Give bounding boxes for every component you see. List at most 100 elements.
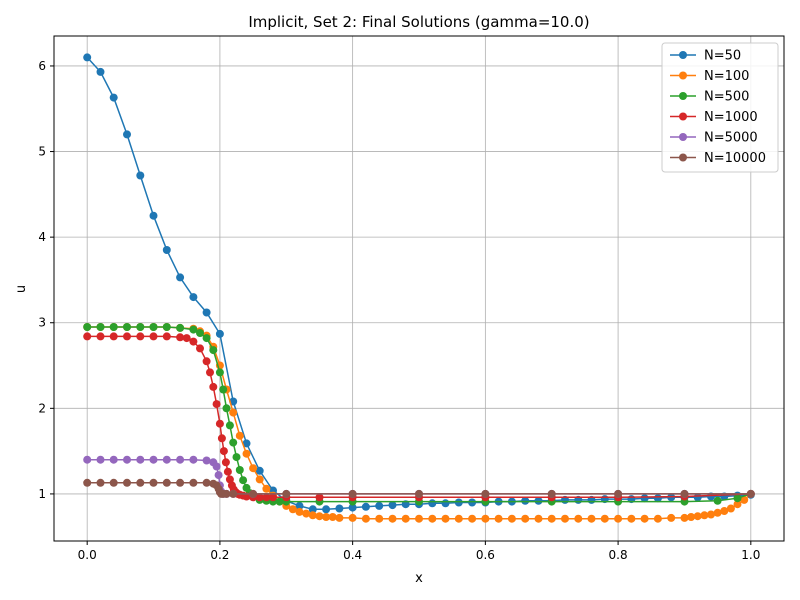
data-point — [219, 385, 228, 394]
y-axis: 1 2 3 4 5 6 — [38, 59, 54, 501]
data-point — [196, 344, 204, 353]
data-point — [229, 489, 238, 498]
data-point — [123, 332, 131, 341]
data-point — [109, 323, 118, 331]
data-point — [262, 484, 271, 493]
series-n-10000 — [83, 478, 755, 498]
data-point — [454, 498, 463, 507]
data-point — [149, 323, 158, 331]
data-point — [162, 246, 171, 254]
data-point — [295, 501, 304, 510]
data-point — [680, 489, 689, 498]
data-point — [640, 514, 649, 523]
data-point — [217, 434, 226, 443]
data-point — [239, 476, 248, 485]
data-point — [189, 325, 198, 334]
data-point — [182, 334, 191, 343]
data-point — [215, 368, 224, 377]
data-point — [587, 514, 596, 523]
data-point — [176, 273, 185, 282]
x-axis-label: x — [415, 571, 423, 586]
data-point — [282, 489, 291, 498]
data-point — [547, 514, 556, 523]
data-point — [269, 493, 277, 502]
data-point — [215, 419, 224, 428]
data-point — [388, 514, 397, 523]
data-point — [96, 478, 105, 487]
data-point — [162, 323, 171, 331]
data-point — [733, 494, 742, 503]
data-point — [401, 514, 410, 523]
data-point — [232, 453, 241, 462]
data-point — [149, 211, 158, 220]
x-tick-label: 0.2 — [210, 548, 229, 562]
data-point — [441, 499, 450, 508]
y-tick-label: 4 — [38, 230, 46, 244]
x-tick-label: 1.0 — [741, 548, 760, 562]
data-point — [136, 323, 145, 331]
x-tick-label: 0.8 — [609, 548, 628, 562]
data-point — [640, 494, 649, 503]
data-point — [136, 332, 145, 341]
legend-entry: N=100 — [670, 69, 749, 84]
data-point — [547, 489, 556, 498]
data-point — [149, 478, 158, 487]
data-point — [123, 478, 131, 487]
legend-label: N=10000 — [704, 151, 766, 166]
data-point — [83, 478, 92, 487]
legend-marker — [679, 133, 687, 141]
data-point — [202, 334, 211, 343]
data-point — [308, 505, 317, 514]
data-point — [693, 512, 702, 521]
data-point — [507, 514, 516, 523]
data-point — [212, 462, 221, 471]
data-point — [136, 171, 145, 180]
data-point — [335, 504, 344, 513]
data-point — [214, 471, 223, 480]
x-tick-label: 0.6 — [476, 548, 495, 562]
data-point — [521, 496, 530, 505]
legend-entry: N=5000 — [670, 131, 758, 146]
data-point — [189, 337, 198, 346]
data-point — [481, 514, 490, 523]
y-tick-label: 6 — [38, 59, 46, 73]
data-point — [494, 514, 503, 523]
series-line — [87, 326, 752, 503]
data-point — [209, 346, 218, 355]
data-point — [136, 478, 145, 487]
data-point — [700, 511, 709, 520]
data-point — [189, 455, 198, 464]
data-point — [361, 514, 370, 523]
data-point — [212, 400, 221, 409]
data-point — [680, 513, 689, 522]
data-point — [235, 431, 244, 440]
data-point — [295, 507, 304, 516]
data-point — [561, 514, 569, 523]
data-point — [713, 496, 722, 505]
legend-marker — [679, 112, 687, 121]
data-point — [109, 332, 118, 341]
legend-entry: N=1000 — [670, 110, 758, 125]
data-point — [481, 489, 490, 498]
data-point — [83, 332, 92, 341]
legend-marker — [679, 153, 687, 162]
data-point — [206, 368, 214, 377]
data-point — [83, 455, 92, 464]
data-point — [83, 323, 92, 331]
data-point — [415, 489, 423, 498]
data-point — [242, 439, 251, 448]
data-point — [176, 478, 185, 487]
data-point — [83, 53, 92, 62]
data-point — [249, 464, 258, 473]
data-point — [713, 508, 722, 517]
data-point — [202, 478, 211, 487]
legend: N=50 N=100 N=500 N=1000 N=5000 N=10000 — [661, 42, 779, 173]
data-point — [202, 308, 211, 317]
data-point — [288, 505, 297, 514]
data-point — [123, 323, 131, 331]
series-line — [87, 335, 751, 499]
data-point — [255, 493, 264, 502]
legend-marker — [679, 71, 687, 80]
data-point — [375, 501, 384, 510]
plot-area — [83, 53, 755, 523]
